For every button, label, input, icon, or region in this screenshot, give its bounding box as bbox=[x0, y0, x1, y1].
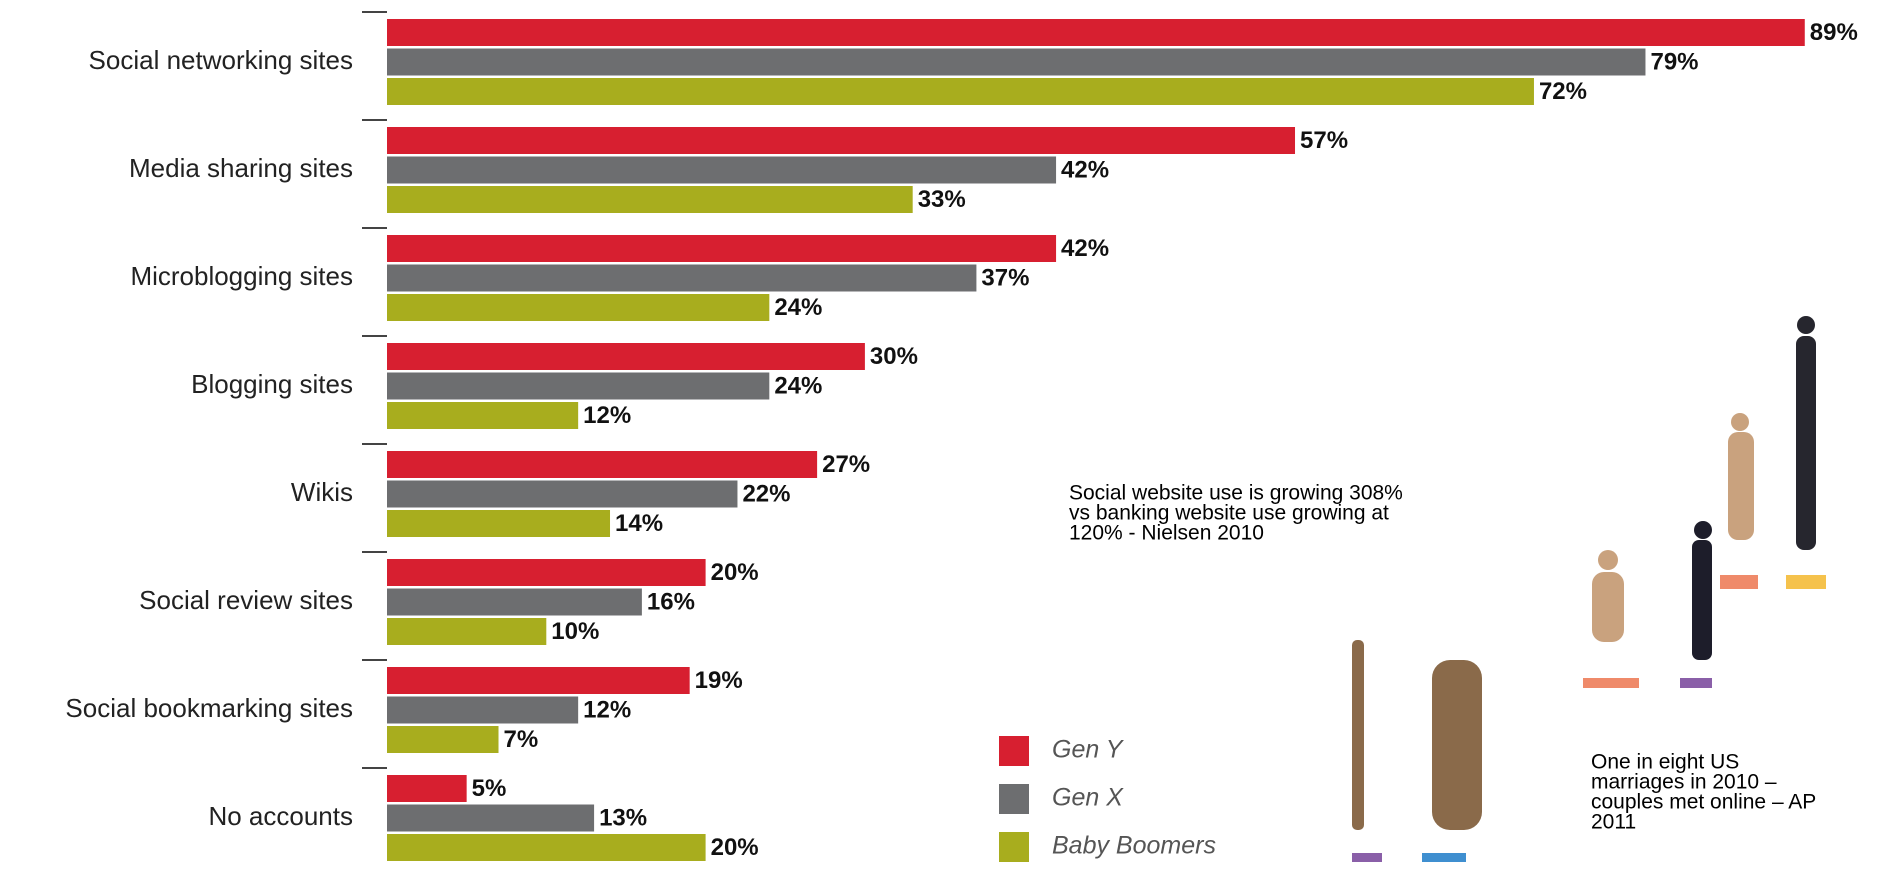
bar bbox=[387, 265, 976, 292]
bar bbox=[387, 618, 546, 645]
value-label: 24% bbox=[774, 372, 822, 399]
category-label: Social review sites bbox=[139, 585, 353, 615]
bar bbox=[387, 481, 737, 508]
chart: Social networking sites 89% 79% 72% Media sh… bbox=[0, 0, 1890, 877]
bar bbox=[387, 726, 499, 753]
legend-swatch bbox=[999, 832, 1029, 862]
value-label: 37% bbox=[981, 264, 1029, 291]
bar bbox=[387, 697, 578, 724]
category-label: Social bookmarking sites bbox=[65, 693, 353, 723]
bar bbox=[387, 19, 1805, 46]
value-label: 14% bbox=[615, 510, 663, 537]
value-label: 79% bbox=[1650, 48, 1698, 75]
bar bbox=[387, 510, 610, 537]
value-label: 20% bbox=[711, 834, 759, 861]
value-label: 27% bbox=[822, 451, 870, 478]
bar bbox=[387, 49, 1645, 76]
annotation: 120% - Nielsen 2010 bbox=[1069, 522, 1264, 545]
value-label: 42% bbox=[1061, 235, 1109, 262]
value-label: 19% bbox=[695, 667, 743, 694]
bar bbox=[387, 78, 1534, 105]
value-label: 16% bbox=[647, 588, 695, 615]
legend-swatch bbox=[999, 784, 1029, 814]
value-label: 7% bbox=[504, 726, 539, 753]
bar bbox=[387, 373, 769, 400]
value-label: 33% bbox=[918, 186, 966, 213]
bar bbox=[387, 451, 817, 478]
category-label: Social networking sites bbox=[89, 45, 353, 75]
category-label: Blogging sites bbox=[191, 369, 353, 399]
bar bbox=[387, 834, 706, 861]
value-label: 10% bbox=[551, 618, 599, 645]
value-label: 30% bbox=[870, 343, 918, 370]
value-label: 22% bbox=[742, 480, 790, 507]
bar bbox=[387, 186, 913, 213]
value-label: 24% bbox=[774, 294, 822, 321]
separators bbox=[362, 12, 387, 768]
bar bbox=[387, 667, 690, 694]
bar bbox=[387, 805, 594, 832]
legend-swatch bbox=[999, 736, 1029, 766]
bar bbox=[387, 294, 769, 321]
legend-label: Baby Boomers bbox=[1052, 832, 1216, 860]
value-label: 20% bbox=[711, 559, 759, 586]
value-label: 12% bbox=[583, 696, 631, 723]
value-label: 57% bbox=[1300, 127, 1348, 154]
legend-label: Gen X bbox=[1052, 784, 1124, 812]
bar bbox=[387, 775, 467, 802]
value-label: 12% bbox=[583, 402, 631, 429]
category-label: No accounts bbox=[208, 801, 353, 831]
bar bbox=[387, 157, 1056, 184]
category-label: Wikis bbox=[291, 477, 353, 507]
legend-label: Gen Y bbox=[1052, 736, 1125, 764]
value-label: 42% bbox=[1061, 156, 1109, 183]
bar bbox=[387, 402, 578, 429]
category-label: Microblogging sites bbox=[130, 261, 353, 291]
bar bbox=[387, 589, 642, 616]
value-label: 89% bbox=[1810, 19, 1858, 46]
value-label: 13% bbox=[599, 804, 647, 831]
bar bbox=[387, 559, 706, 586]
category-label: Media sharing sites bbox=[129, 153, 353, 183]
value-label: 72% bbox=[1539, 78, 1587, 105]
bar bbox=[387, 235, 1056, 262]
bar bbox=[387, 343, 865, 370]
annotation: 2011 bbox=[1591, 811, 1636, 834]
bar bbox=[387, 127, 1295, 154]
value-label: 5% bbox=[472, 775, 507, 802]
